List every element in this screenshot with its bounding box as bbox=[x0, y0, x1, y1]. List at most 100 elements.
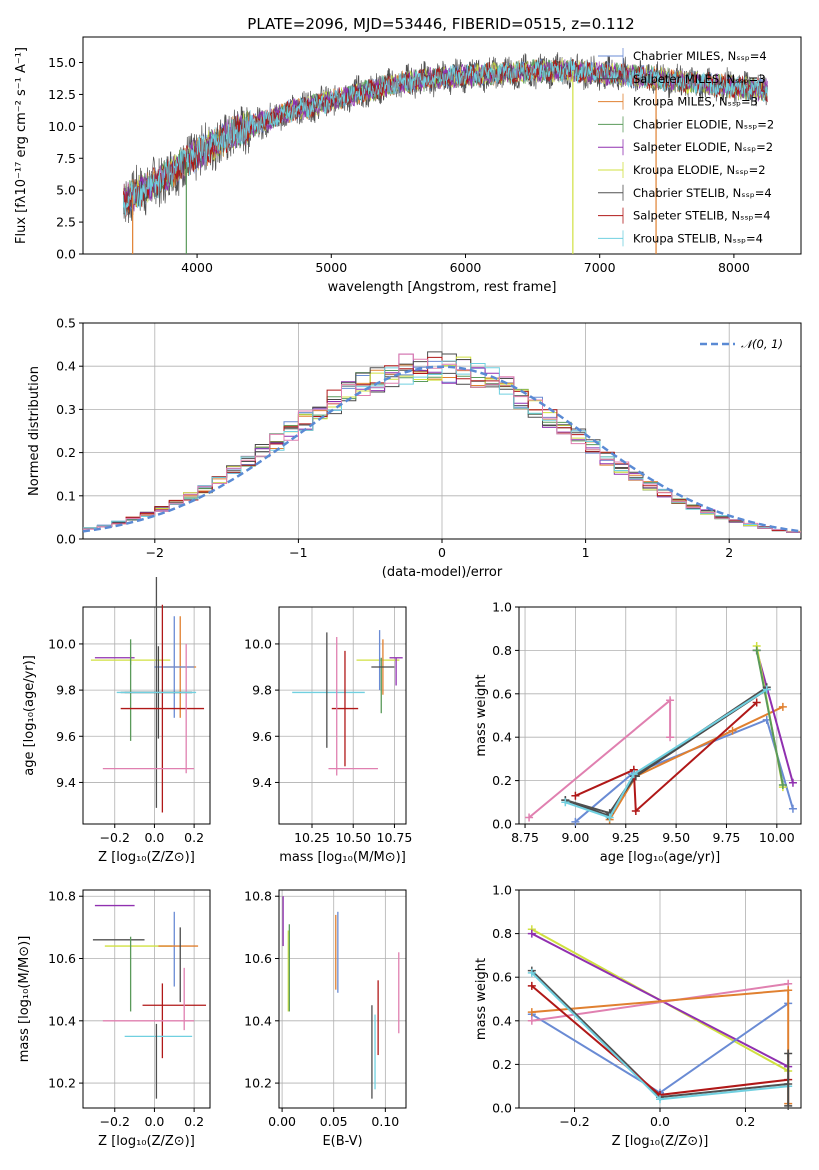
weight-vs-Z-lines bbox=[527, 925, 793, 1110]
x-tick-label: 0.10 bbox=[371, 1114, 399, 1129]
y-axis-label: Flux [fλ10⁻¹⁷ erg cm⁻² s⁻¹ A⁻¹] bbox=[14, 47, 29, 244]
x-tick-label: −0.2 bbox=[100, 1114, 130, 1129]
weight-marker bbox=[762, 685, 771, 694]
y-tick-label: 1.0 bbox=[492, 883, 512, 898]
weight-marker bbox=[788, 804, 797, 813]
weight-marker bbox=[784, 1101, 793, 1110]
weight-marker bbox=[666, 733, 675, 742]
y-tick-label: 1.0 bbox=[492, 600, 512, 615]
y-tick-label: 10.0 bbox=[48, 636, 76, 651]
y-tick-label: 9.4 bbox=[56, 775, 76, 790]
y-tick-label: 10.0 bbox=[48, 119, 76, 134]
y-tick-label: 12.5 bbox=[48, 87, 76, 102]
age-vs-Z-frame bbox=[82, 606, 211, 825]
x-axis-label: mass [log₁₀(M/M⊙)] bbox=[279, 850, 406, 865]
weight-vs-age-frame bbox=[518, 606, 802, 825]
x-tick-label: 8.75 bbox=[511, 830, 539, 845]
y-tick-label: 10.4 bbox=[48, 1013, 76, 1028]
weight-series bbox=[565, 686, 768, 815]
age-vs-mass-frame bbox=[278, 606, 407, 825]
y-tick-label: 0.1 bbox=[56, 488, 76, 503]
x-axis-label: Z [log₁₀(Z/Z⊙)] bbox=[98, 850, 195, 865]
y-tick-label: 0.2 bbox=[492, 1057, 512, 1072]
x-axis-label: wavelength [Angstrom, rest frame] bbox=[328, 280, 557, 295]
y-tick-label: 0.6 bbox=[492, 686, 512, 701]
weight-marker bbox=[527, 1016, 536, 1025]
weight-marker bbox=[656, 1095, 664, 1104]
y-tick-label: 0.2 bbox=[492, 773, 512, 788]
weight-series bbox=[608, 705, 784, 821]
x-tick-label: 9.50 bbox=[662, 830, 690, 845]
y-tick-label: 9.8 bbox=[252, 683, 272, 698]
y-tick-label: 0.0 bbox=[56, 247, 76, 262]
y-tick-label: 0.0 bbox=[56, 532, 76, 547]
legend-entry: Chabrier ELODIE, Nₛₛₚ=2 bbox=[633, 117, 774, 131]
x-tick-label: 8000 bbox=[718, 260, 750, 275]
legend-entry: 𝒩(0, 1) bbox=[741, 337, 783, 351]
x-tick-label: 4000 bbox=[181, 260, 213, 275]
y-tick-label: 10.0 bbox=[244, 636, 272, 651]
panels: 4000 5000 6000 7000 80000.02.55.07.510.012.5… bbox=[14, 36, 802, 1149]
weight-vs-age-lines bbox=[525, 642, 797, 826]
y-axis-label: age [log₁₀(age/yr)] bbox=[22, 655, 37, 776]
legend-entry: Salpeter ELODIE, Nₛₛₚ=2 bbox=[633, 140, 773, 154]
x-tick-label: 9.00 bbox=[561, 830, 589, 845]
x-tick-label: −2 bbox=[146, 545, 164, 560]
y-axis-label: Normed distribution bbox=[27, 366, 42, 496]
legend-entry: Salpeter STELIB, Nₛₛₚ=4 bbox=[633, 209, 771, 223]
x-tick-label: 0.00 bbox=[268, 1114, 296, 1129]
y-tick-label: 2.5 bbox=[56, 215, 76, 230]
age-vs-mass-axes: 10.25 10.50 10.75 9.4 9.6 9.8 10.0 mass [log₁₀(… bbox=[244, 606, 412, 865]
y-tick-label: 0.5 bbox=[56, 316, 76, 331]
x-tick-label: 10.00 bbox=[759, 830, 795, 845]
mass-vs-Z-axes: −0.2 0.0 0.2 10.2 10.4 10.6 10.8 Z [log₁₀(Z/Z⊙)… bbox=[17, 889, 211, 1149]
weight-series bbox=[755, 650, 794, 784]
figure-title: PLATE=2096, MJD=53446, FIBERID=0515, z=0… bbox=[247, 15, 634, 33]
y-tick-label: 10.2 bbox=[244, 1076, 272, 1091]
x-tick-label: 0.0 bbox=[650, 1114, 670, 1129]
weight-series bbox=[755, 650, 784, 786]
y-axis-label: mass weight bbox=[474, 674, 489, 756]
mass-vs-ebv-frame bbox=[278, 889, 407, 1109]
spectrum-series bbox=[123, 58, 768, 216]
y-tick-label: 0.8 bbox=[492, 926, 512, 941]
weight-marker bbox=[525, 813, 534, 822]
histogram-series bbox=[83, 356, 801, 533]
y-tick-label: 10.6 bbox=[48, 951, 76, 966]
y-tick-label: 10.2 bbox=[48, 1076, 76, 1091]
weight-marker bbox=[571, 817, 580, 826]
x-tick-label: 10.25 bbox=[294, 830, 330, 845]
residuals-axes: −2 −1 0 1 2 0.0 0.1 0.2 0.3 0.4 0.5 (data-model)/er… bbox=[27, 316, 802, 580]
weight-marker bbox=[527, 1008, 536, 1017]
weight-marker bbox=[631, 806, 640, 815]
weight-series bbox=[531, 932, 789, 1068]
x-tick-label: 1 bbox=[582, 545, 590, 560]
legend-entry: Kroupa MILES, Nₛₛₚ=3 bbox=[633, 95, 758, 109]
y-tick-label: 0.6 bbox=[492, 970, 512, 985]
legend-entry: Kroupa ELODIE, Nₛₛₚ=2 bbox=[633, 163, 766, 177]
y-tick-label: 0.3 bbox=[56, 402, 76, 417]
x-tick-label: 7000 bbox=[584, 260, 616, 275]
legend-entry: Chabrier MILES, Nₛₛₚ=4 bbox=[633, 49, 767, 63]
gaussian-curve bbox=[82, 365, 802, 533]
weight-marker bbox=[778, 702, 787, 711]
x-tick-label: 0.2 bbox=[184, 830, 204, 845]
age-vs-Z-axes: −0.2 0.0 0.2 9.4 9.6 9.8 10.0 Z [log₁₀(Z/Z⊙)] ag… bbox=[22, 606, 211, 865]
weight-series bbox=[574, 701, 758, 814]
x-tick-label: 0.0 bbox=[144, 1114, 164, 1129]
y-tick-label: 5.0 bbox=[56, 183, 76, 198]
legend-entry: Salpeter MILES, Nₛₛₚ=3 bbox=[633, 72, 766, 86]
x-tick-label: 10.50 bbox=[335, 830, 371, 845]
weight-series bbox=[564, 688, 768, 819]
weight-vs-age-axes: 8.75 9.00 9.25 9.50 9.75 10.00 0.0 0.2 0.4 0.6 0.8… bbox=[474, 600, 802, 865]
y-tick-label: 9.4 bbox=[252, 775, 272, 790]
y-tick-label: 9.6 bbox=[56, 729, 76, 744]
mass-vs-ebv-axes: 0.00 0.05 0.10 10.2 10.4 10.6 10.8 E(B-V) bbox=[244, 889, 407, 1149]
mass-vs-Z-frame bbox=[82, 889, 211, 1109]
y-tick-label: 0.4 bbox=[56, 359, 76, 374]
weight-marker bbox=[571, 791, 580, 800]
y-tick-label: 0.8 bbox=[492, 643, 512, 658]
x-tick-label: 9.25 bbox=[612, 830, 640, 845]
y-tick-label: 0.2 bbox=[56, 445, 76, 460]
